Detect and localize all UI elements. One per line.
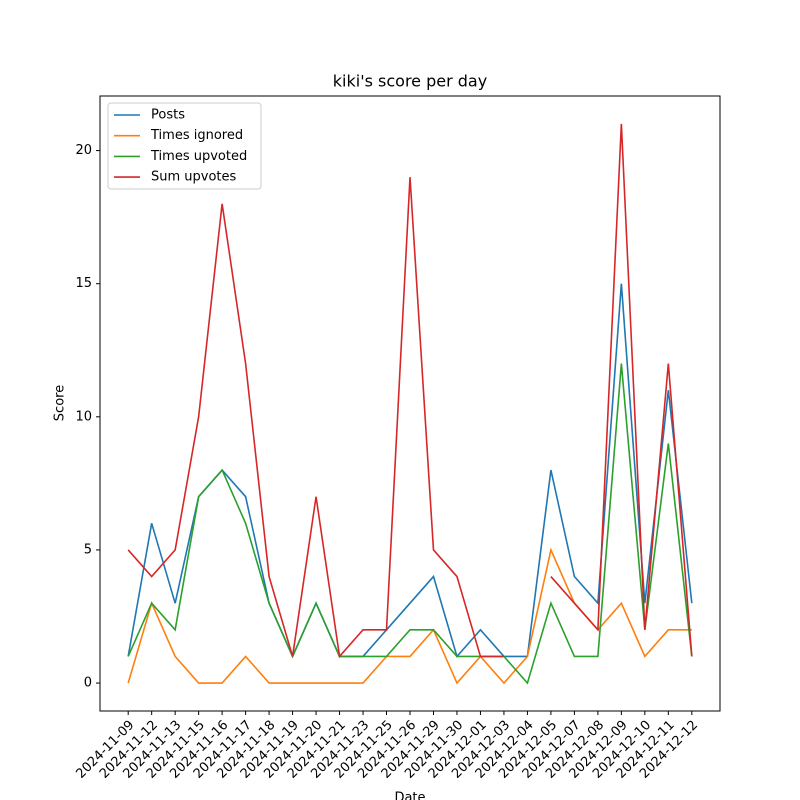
chart-title: kiki's score per day bbox=[333, 72, 487, 91]
y-tick-label: 5 bbox=[84, 542, 92, 557]
y-tick-label: 10 bbox=[75, 409, 92, 424]
series-line bbox=[127, 363, 693, 685]
x-axis-label: Date bbox=[394, 791, 425, 800]
legend-label: Sum upvotes bbox=[151, 170, 237, 185]
series-line bbox=[127, 123, 693, 659]
y-tick-label: 0 bbox=[84, 676, 92, 691]
y-axis-label: Score bbox=[53, 385, 68, 421]
legend-label: Times upvoted bbox=[150, 149, 247, 164]
legend-label: Posts bbox=[151, 108, 185, 123]
legend-label: Times ignored bbox=[150, 128, 243, 143]
series-line bbox=[127, 547, 692, 685]
legend-box bbox=[107, 102, 262, 190]
y-tick-label: 15 bbox=[75, 276, 92, 291]
y-tick-label: 20 bbox=[75, 143, 92, 158]
series-line bbox=[127, 283, 693, 659]
